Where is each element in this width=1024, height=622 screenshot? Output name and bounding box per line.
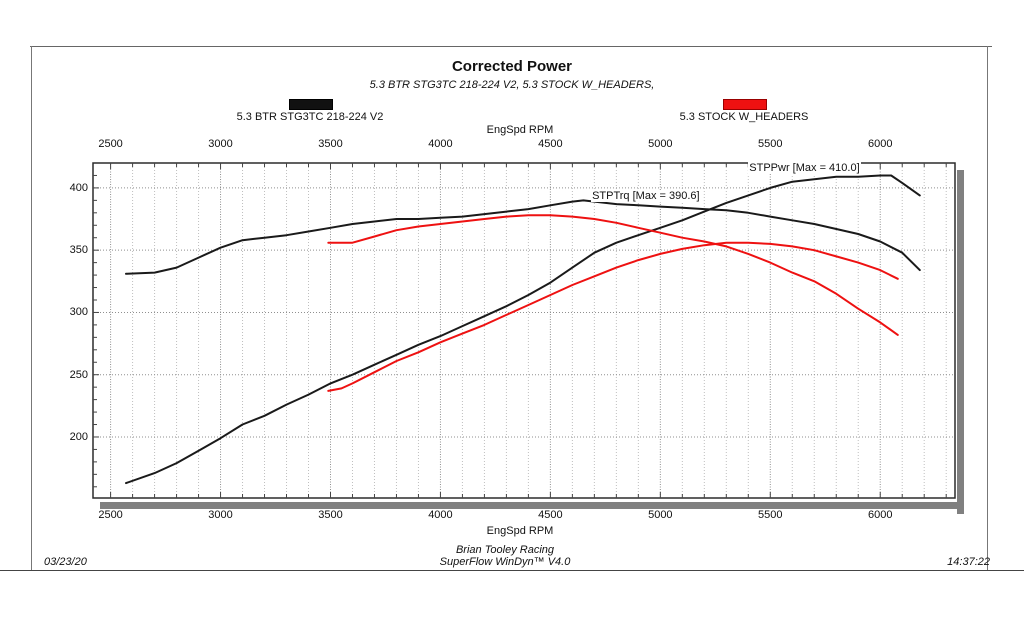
x-tick-label-top: 4500	[538, 138, 563, 150]
legend-swatch-btr	[289, 99, 333, 110]
bottom-axis-label: EngSpd RPM	[486, 525, 554, 537]
y-tick-label: 200	[69, 430, 88, 443]
footer-time: 14:37:22	[947, 556, 990, 568]
x-tick-label-top: 5000	[648, 138, 673, 150]
frame-right-rule	[987, 46, 988, 571]
x-tick-label-top: 5500	[758, 138, 783, 150]
plot-shadow-right	[957, 170, 964, 514]
x-tick-label-top: 3500	[318, 138, 343, 150]
legend-swatch-stock	[723, 99, 767, 110]
x-tick-label-bottom: 4500	[538, 509, 563, 521]
curve-stppwr-btr	[125, 174, 921, 485]
frame-bottom-rule	[0, 570, 1024, 571]
curve-stptrq-btr	[125, 199, 921, 275]
y-tick-label: 300	[69, 306, 88, 319]
y-tick-label: 250	[69, 368, 88, 381]
footer-shop-name: Brian Tooley Racing	[455, 544, 555, 556]
y-tick-label: 400	[69, 181, 88, 194]
legend-label-stock: 5.3 STOCK W_HEADERS	[679, 111, 809, 123]
annotation-stptrq-max: STPTrq [Max = 390.6]	[591, 189, 701, 202]
x-tick-label-top: 6000	[867, 138, 893, 150]
chart-subtitle: 5.3 BTR STG3TC 218-224 V2, 5.3 STOCK W_H…	[369, 79, 655, 91]
x-tick-label-bottom: 5500	[758, 509, 783, 521]
frame-top-rule	[30, 46, 992, 47]
x-tick-label-bottom: 2500	[98, 509, 123, 521]
legend-label-btr: 5.3 BTR STG3TC 218-224 V2	[236, 111, 384, 123]
x-tick-label-bottom: 5000	[648, 509, 673, 521]
x-tick-label-bottom: 4000	[428, 509, 453, 521]
plot-border	[92, 162, 956, 499]
curve-stptrq-stock	[327, 214, 899, 336]
x-tick-label-bottom: 3500	[318, 509, 343, 521]
footer-software-name: SuperFlow WinDyn™ V4.0	[439, 556, 571, 568]
x-tick-label-top: 4000	[428, 138, 453, 150]
y-tick-label: 350	[69, 244, 88, 257]
curve-stppwr-stock	[327, 241, 899, 392]
frame-left-rule	[31, 46, 32, 571]
x-tick-label-bottom: 6000	[867, 509, 893, 521]
plot-shadow-bottom	[100, 502, 964, 509]
chart-title: Corrected Power	[451, 58, 573, 75]
annotation-stppwr-max: STPPwr [Max = 410.0]	[748, 162, 861, 175]
x-tick-label-top: 3000	[208, 138, 233, 150]
top-axis-label: EngSpd RPM	[486, 124, 554, 136]
x-tick-label-top: 2500	[98, 138, 123, 150]
x-tick-label-bottom: 3000	[208, 509, 233, 521]
footer-date: 03/23/20	[44, 556, 87, 568]
